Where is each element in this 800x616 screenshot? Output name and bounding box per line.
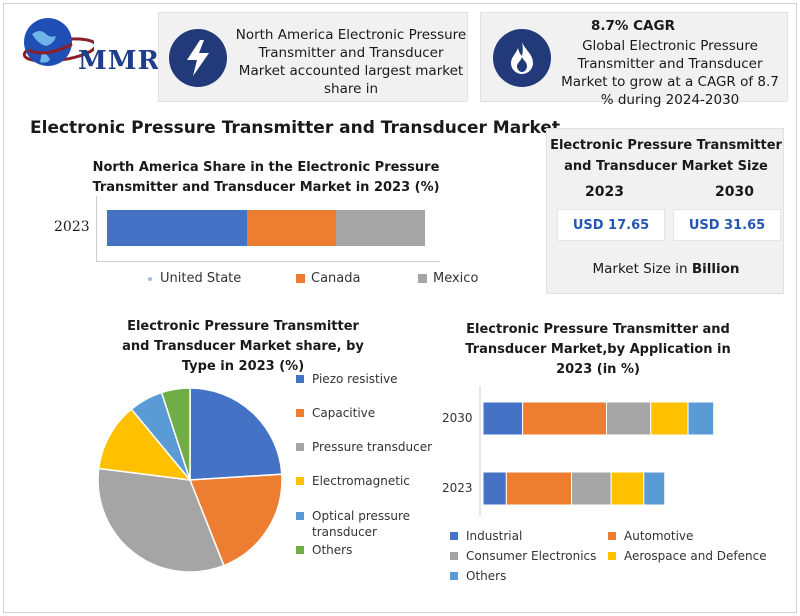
app-legend-label-automotive: Automotive xyxy=(624,529,694,543)
pie-legend-label-piezo: Piezo resistive xyxy=(312,372,398,386)
bar-2030-consumer-electronics xyxy=(605,401,652,436)
lightning-icon xyxy=(169,29,227,87)
app-legend-label-industrial: Industrial xyxy=(466,529,523,543)
legend-swatch-mexico xyxy=(418,274,427,283)
pie-legend-electromagnetic: Electromagnetic xyxy=(296,473,410,489)
market-size-card: Electronic Pressure Transmitter and Tran… xyxy=(546,128,784,294)
north-america-stacked-bar xyxy=(96,196,440,262)
app-legend-others: Others xyxy=(450,569,506,583)
bar-2023-aerospace-and-defence xyxy=(610,471,645,506)
bar-2023-others xyxy=(643,471,666,506)
pie-legend-others: Others xyxy=(296,542,352,558)
legend-label-canada: Canada xyxy=(311,271,361,286)
app-legend-swatch-aerospace xyxy=(608,552,616,560)
main-title: Electronic Pressure Transmitter and Tran… xyxy=(30,118,561,138)
legend-united-state: United State xyxy=(148,271,241,286)
market-size-year-2023: 2023 xyxy=(585,184,624,200)
app-legend-industrial: Industrial xyxy=(450,529,522,543)
cagr-text: Global Electronic Pressure Transmitter a… xyxy=(561,38,779,108)
app-legend-label-consumer-electronics: Consumer Electronics xyxy=(466,549,597,563)
market-size-year-2030: 2030 xyxy=(715,184,754,200)
pie-slice-piezo-resistive xyxy=(189,387,283,481)
legend-mexico: Mexico xyxy=(418,271,478,286)
pie-legend-swatch-others xyxy=(296,546,304,554)
pie-legend-label-capacitive: Capacitive xyxy=(312,406,376,420)
pie-legend-capacitive: Capacitive xyxy=(296,405,375,421)
bar-segment-canada xyxy=(246,210,336,246)
pie-legend-swatch-pressure-transducer xyxy=(296,443,304,451)
globe-icon xyxy=(22,18,94,66)
pie-legend-piezo: Piezo resistive xyxy=(296,371,398,387)
app-legend-consumer-electronics: Consumer Electronics xyxy=(450,549,596,563)
pie-legend-label-electromagnetic: Electromagnetic xyxy=(312,474,410,488)
flame-icon xyxy=(493,29,551,87)
legend-label-united-state: United State xyxy=(160,271,242,286)
north-america-chart-title: North America Share in the Electronic Pr… xyxy=(92,160,440,195)
bar-2030-others xyxy=(687,401,715,436)
legend-swatch-united-state xyxy=(148,276,152,281)
market-size-footer-prefix: Market Size in xyxy=(592,261,692,277)
infographic-frame xyxy=(3,3,797,613)
pie-legend-swatch-capacitive xyxy=(296,409,304,417)
market-size-value-2023: USD 17.65 xyxy=(557,209,665,241)
legend-label-mexico: Mexico xyxy=(433,271,479,286)
app-legend-aerospace: Aerospace and Defence xyxy=(608,549,767,563)
pie-slice-electromagnetic xyxy=(97,408,192,481)
bar-2030-aerospace-and-defence xyxy=(650,401,689,436)
logo-text: MMR xyxy=(78,46,161,76)
app-legend-automotive: Automotive xyxy=(608,529,693,543)
legend-swatch-canada xyxy=(296,274,305,283)
pie-legend-swatch-optical xyxy=(296,512,304,520)
header-card-cagr: 8.7% CAGR Global Electronic Pressure Tra… xyxy=(480,12,788,108)
pie-legend-swatch-piezo xyxy=(296,375,304,383)
pie-slice-capacitive xyxy=(188,473,283,567)
bar-2023-consumer-electronics xyxy=(571,471,612,506)
app-legend-swatch-industrial xyxy=(450,532,458,540)
pie-slice-others xyxy=(160,387,191,481)
bar-2030-industrial xyxy=(482,401,524,436)
market-size-value-2030: USD 31.65 xyxy=(673,209,781,241)
bar-segment-united-state xyxy=(107,210,247,246)
application-category-label-2023: 2023 xyxy=(442,481,473,495)
legend-canada: Canada xyxy=(296,271,360,286)
pie-legend-label-pressure-transducer: Pressure transducer xyxy=(312,440,433,454)
app-legend-swatch-others xyxy=(450,572,458,580)
app-legend-label-aerospace: Aerospace and Defence xyxy=(624,549,767,563)
market-size-title: Electronic Pressure Transmitter and Tran… xyxy=(550,138,782,174)
header-card-north-america: North America Electronic Pressure Transm… xyxy=(158,12,468,102)
bar-2023-industrial xyxy=(482,471,507,506)
pie-slice-pressure-transducer xyxy=(97,467,225,573)
bar-2023-automotive xyxy=(505,471,573,506)
north-america-share-text: North America Electronic Pressure Transm… xyxy=(235,27,467,97)
pie-legend-swatch-electromagnetic xyxy=(296,477,304,485)
market-size-footer: Market Size in Billion xyxy=(547,261,785,277)
pie-legend-label-others: Others xyxy=(312,543,353,557)
application-category-label-2030: 2030 xyxy=(442,411,473,425)
pie-legend-optical: Optical pressure transducer xyxy=(296,508,416,540)
pie-chart-title: Electronic Pressure Transmitter and Tran… xyxy=(122,319,364,374)
app-legend-label-others: Others xyxy=(466,569,507,583)
application-chart-title: Electronic Pressure Transmitter and Tran… xyxy=(465,322,731,377)
market-size-footer-unit: Billion xyxy=(691,261,740,277)
mmr-logo: MMR xyxy=(14,10,164,80)
app-legend-swatch-automotive xyxy=(608,532,616,540)
app-legend-swatch-consumer-electronics xyxy=(450,552,458,560)
type-pie-chart xyxy=(97,387,283,573)
application-stacked-bar-chart xyxy=(479,386,715,516)
cagr-title: 8.7% CAGR xyxy=(591,18,675,34)
bar-2030-automotive xyxy=(522,401,607,436)
pie-legend-pressure-transducer: Pressure transducer xyxy=(296,439,432,455)
north-america-category-label: 2023 xyxy=(54,219,90,235)
bar-segment-mexico xyxy=(335,210,425,246)
pie-legend-label-optical: Optical pressure transducer xyxy=(312,509,411,539)
